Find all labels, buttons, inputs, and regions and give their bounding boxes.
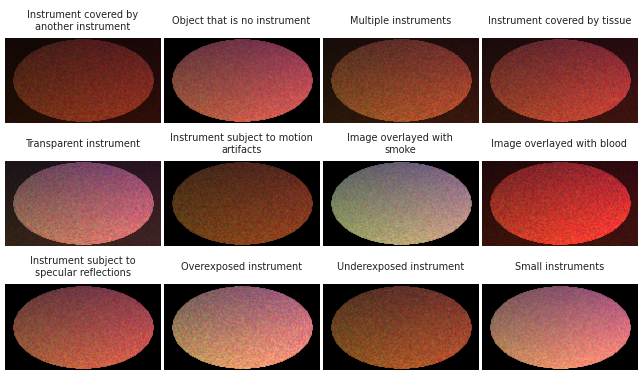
Text: Small instruments: Small instruments bbox=[515, 262, 604, 272]
Text: Underexposed instrument: Underexposed instrument bbox=[337, 262, 464, 272]
Text: Image overlayed with
smoke: Image overlayed with smoke bbox=[348, 133, 453, 155]
Text: Object that is no instrument: Object that is no instrument bbox=[172, 16, 310, 26]
Text: Instrument covered by tissue: Instrument covered by tissue bbox=[488, 16, 631, 26]
Text: Multiple instruments: Multiple instruments bbox=[350, 16, 451, 26]
Text: Instrument subject to motion
artifacts: Instrument subject to motion artifacts bbox=[170, 133, 313, 155]
Text: Instrument covered by
another instrument: Instrument covered by another instrument bbox=[27, 10, 138, 32]
Text: Instrument subject to
specular reflections: Instrument subject to specular reflectio… bbox=[30, 256, 136, 278]
Text: Transparent instrument: Transparent instrument bbox=[25, 139, 140, 149]
Text: Overexposed instrument: Overexposed instrument bbox=[181, 262, 302, 272]
Text: Image overlayed with blood: Image overlayed with blood bbox=[492, 139, 627, 149]
